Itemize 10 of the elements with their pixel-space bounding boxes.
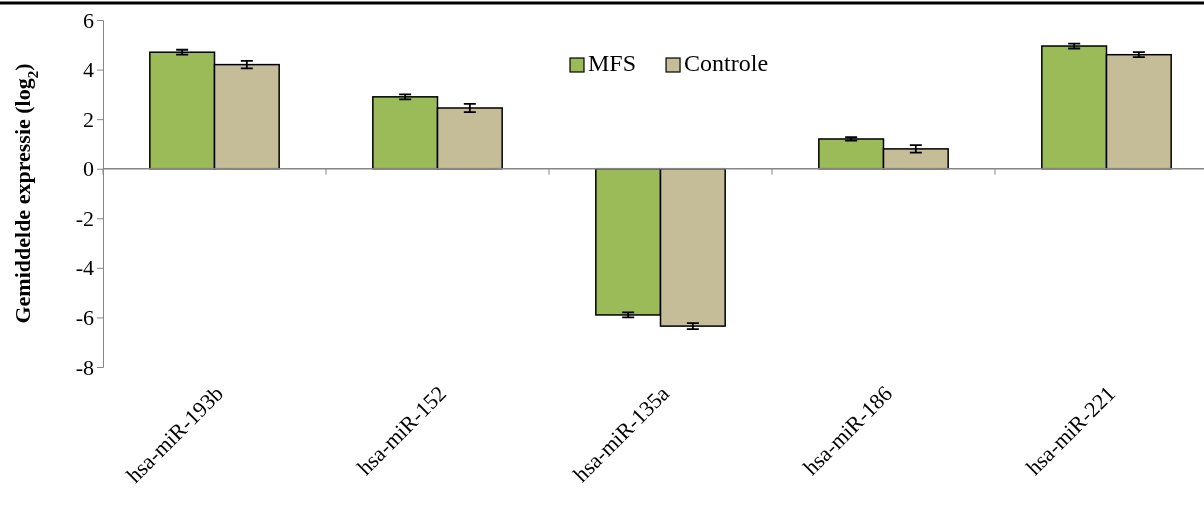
legend-label: Controle bbox=[684, 50, 769, 76]
y-tick-label: -2 bbox=[75, 205, 94, 231]
legend-label: MFS bbox=[588, 50, 637, 76]
y-tick-label: -8 bbox=[75, 354, 94, 380]
y-tick-label: 6 bbox=[83, 7, 94, 33]
y-tick-label: -4 bbox=[75, 255, 94, 281]
y-tick-label: 4 bbox=[83, 57, 94, 83]
y-tick-label: 2 bbox=[83, 106, 94, 132]
y-tick-label: -6 bbox=[75, 304, 94, 330]
y-tick-label: 0 bbox=[83, 156, 94, 182]
